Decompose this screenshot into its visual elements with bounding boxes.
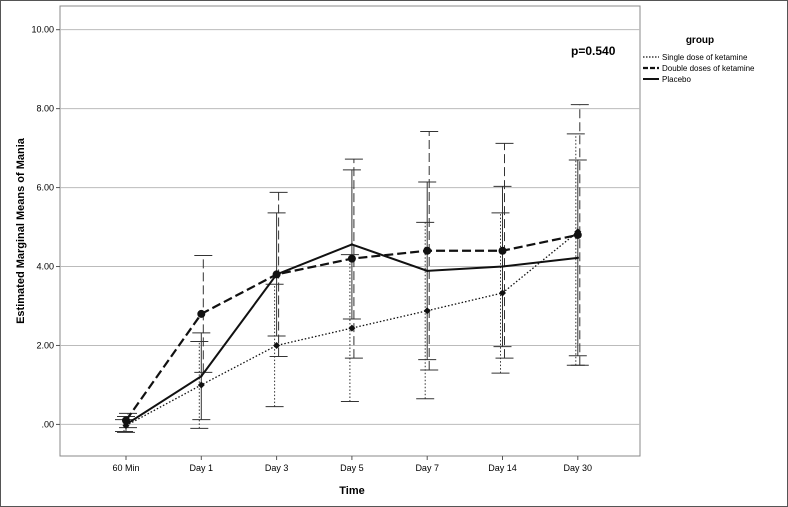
data-point <box>275 273 278 276</box>
error-bar <box>566 133 585 366</box>
y-tick-label: .00 <box>41 419 54 429</box>
data-point <box>501 265 504 268</box>
y-axis-ticks: .00 2.00 4.00 6.00 8.00 10.00 <box>31 25 60 429</box>
x-tick-label: Day 30 <box>564 463 593 473</box>
data-point <box>273 341 281 349</box>
x-tick-label: Day 7 <box>415 463 439 473</box>
p-value-annotation: p=0.540 <box>571 44 616 58</box>
legend-entries: Single dose of ketamine Double doses of k… <box>643 53 755 84</box>
data-point <box>200 375 203 378</box>
data-point <box>498 246 507 255</box>
data-point <box>197 309 206 318</box>
x-tick-label: Day 5 <box>340 463 364 473</box>
legend-label: Single dose of ketamine <box>662 53 748 62</box>
data-point <box>350 243 354 246</box>
data-point <box>423 307 431 315</box>
legend: group Single dose of ketamine Double dose… <box>643 35 755 84</box>
data-point <box>499 289 506 297</box>
y-tick-label: 10.00 <box>31 25 54 35</box>
error-bar <box>340 254 359 403</box>
x-tick-label: 60 Min <box>112 463 139 473</box>
y-tick-label: 8.00 <box>36 104 54 114</box>
x-axis-ticks: 60 Min Day 1 Day 3 Day 5 Day 7 Day 14 Day 30 <box>112 456 592 473</box>
plot-area <box>59 5 641 457</box>
data-point <box>348 324 356 332</box>
data-point <box>122 416 130 425</box>
y-tick-label: 4.00 <box>36 262 54 272</box>
data-point <box>573 230 582 239</box>
legend-label: Double doses of ketamine <box>662 64 755 73</box>
y-axis-title: Estimated Marginal Means of Mania <box>15 137 27 324</box>
y-tick-label: 2.00 <box>36 340 54 350</box>
data-point <box>576 256 579 260</box>
legend-label: Placebo <box>662 75 691 84</box>
data-point <box>124 423 128 426</box>
data-point <box>423 246 432 255</box>
error-bar <box>491 212 510 374</box>
x-axis-title: Time <box>339 485 364 497</box>
error-bars <box>115 104 589 433</box>
data-point <box>347 254 356 263</box>
x-tick-label: Day 1 <box>190 463 214 473</box>
y-tick-label: 6.00 <box>36 183 54 193</box>
grid-lines <box>60 29 640 425</box>
x-tick-label: Day 14 <box>488 463 517 473</box>
x-tick-label: Day 3 <box>265 463 289 473</box>
data-point <box>197 381 205 389</box>
series-markers <box>122 228 582 430</box>
data-point <box>426 269 429 273</box>
legend-title: group <box>686 35 714 46</box>
